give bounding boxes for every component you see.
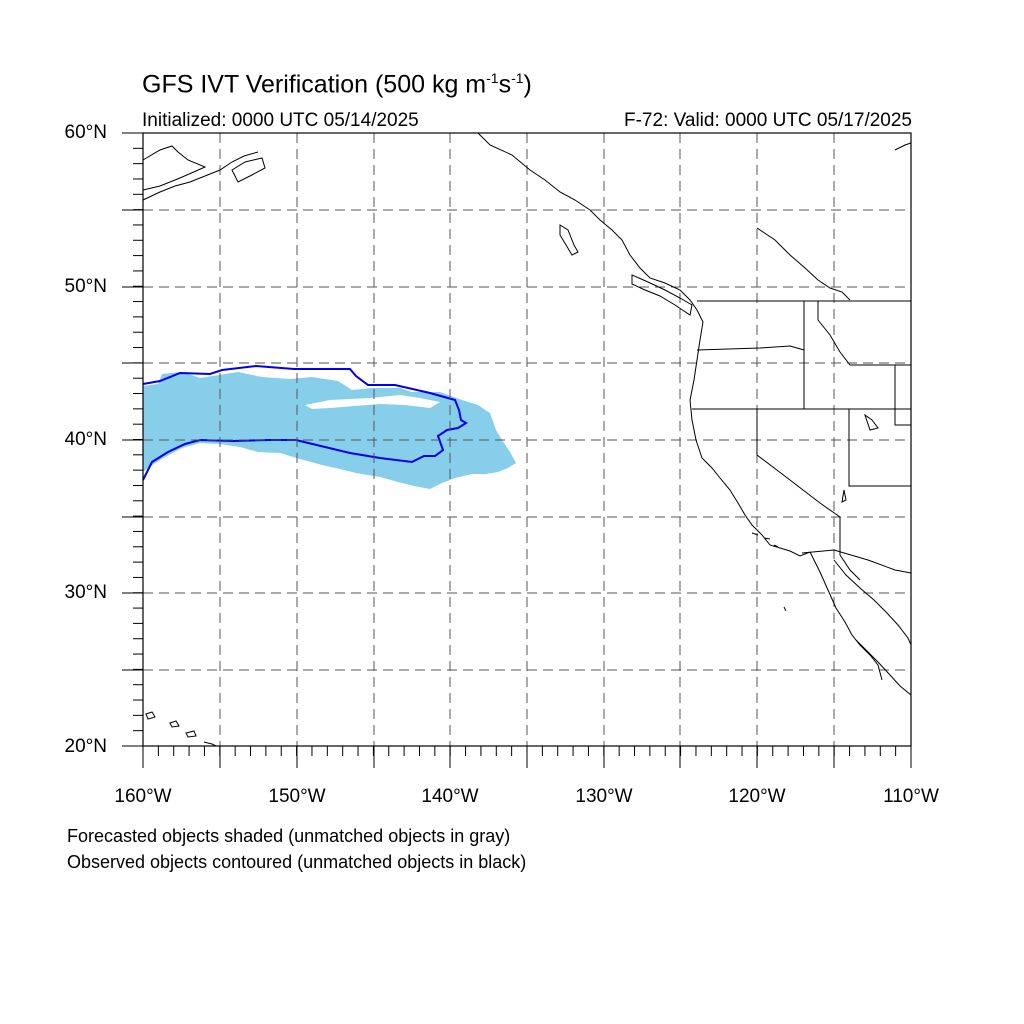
nevada-east-border [848,409,911,487]
hawaii-oahu [169,720,180,728]
political-borders [692,300,912,581]
hawaii-kauai [145,711,156,720]
salton-sea [841,489,847,503]
guadalupe-island [783,606,787,612]
lat-label-30: 30°N [64,582,107,603]
channel-islands [751,532,779,548]
alaska-coast [142,145,207,191]
canada-arctic-edge [756,227,851,301]
hudson-edge [894,142,912,151]
wyoming-border [894,365,911,426]
lon-label-150w: 150°W [268,786,326,807]
kodiak-island [231,157,266,183]
minor-ticks [133,132,912,756]
lat-label-40: 40°N [64,429,107,450]
lat-label-50: 50°N [64,276,107,297]
montana-border [817,301,911,366]
great-salt-lake [864,413,879,431]
hawaii-maui [185,730,197,738]
mexico-mainland-coast [833,559,912,646]
axis-ticks [122,132,912,768]
coastlines [142,132,912,747]
forecast-ivt-object [143,372,516,489]
graticule [143,133,911,746]
hawaii-big-island [203,741,217,747]
az-border [839,517,861,581]
lat-label-20: 20°N [64,736,107,757]
lon-label-120w: 120°W [728,786,786,807]
baja-california [809,551,883,681]
vancouver-island [631,274,693,316]
valid-time: F-72: Valid: 0000 UTC 05/17/2025 [624,110,912,131]
lat-label-60: 60°N [64,122,107,143]
haida-gwaii [559,224,579,256]
lon-label-160w: 160°W [114,786,172,807]
initialized-time: Initialized: 0000 UTC 05/14/2025 [142,110,419,131]
southeast-alaska-coast [477,132,811,557]
alaska-peninsula [142,151,259,201]
chart-title: GFS IVT Verification (500 kg m-1s-1) [142,70,532,99]
lon-label-110w: 110°W [883,786,939,807]
mexico-coast-south [855,639,912,696]
us-mexico-border [801,549,912,574]
forecast-object-gap [305,395,440,409]
lon-label-130w: 130°W [575,786,633,807]
wa-or-border [696,345,805,351]
footnote-forecast: Forecasted objects shaded (unmatched obj… [67,826,511,846]
footnote-observed: Observed objects contoured (unmatched ob… [67,852,527,872]
ca-nv-border [756,409,841,518]
lon-label-140w: 140°W [421,786,479,807]
